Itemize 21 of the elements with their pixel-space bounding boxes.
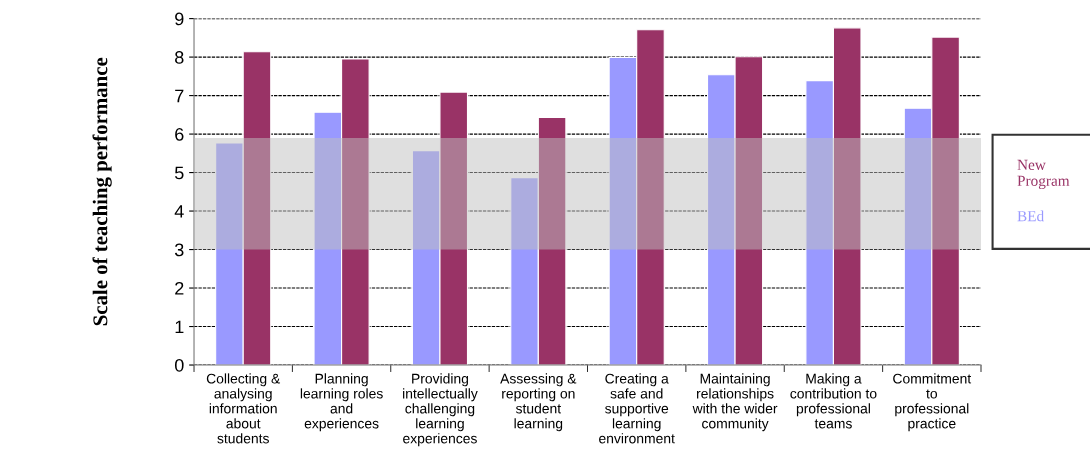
x-tick-label: Making a contribution to professional teams	[790, 373, 877, 429]
x-tick-label: Commitment to professional practice	[893, 373, 972, 432]
y-tick-label: 7	[175, 89, 184, 103]
y-tick-label: 2	[175, 281, 184, 295]
y-tick-label: 3	[174, 243, 184, 257]
y-tick-label: 0	[174, 358, 184, 372]
y-tick-label: 8	[175, 51, 184, 64]
y-tick-label: 6	[175, 128, 184, 141]
y-axis-title: Scale of teaching performance	[92, 57, 112, 326]
y-tick-label: 5	[174, 166, 184, 180]
y-tick-label: 9	[175, 12, 184, 26]
x-tick-label: Providing intellectually challenging learning experiences	[403, 373, 478, 447]
x-tick-label: Maintaining relationships with the wider community	[692, 373, 778, 432]
text: BEd	[1017, 210, 1044, 222]
y-tick-label: 1	[175, 320, 184, 334]
x-tick-label: Collecting & analysing information about students	[206, 373, 281, 444]
x-tick-label: Planning learning roles and experiences	[300, 373, 383, 432]
text: New Program	[1017, 159, 1070, 190]
y-tick-label: 4	[174, 205, 184, 218]
x-tick-label: Creating a safe and supportive learning environment	[599, 373, 675, 444]
x-tick-label: Assessing & reporting on student learning	[500, 373, 577, 432]
